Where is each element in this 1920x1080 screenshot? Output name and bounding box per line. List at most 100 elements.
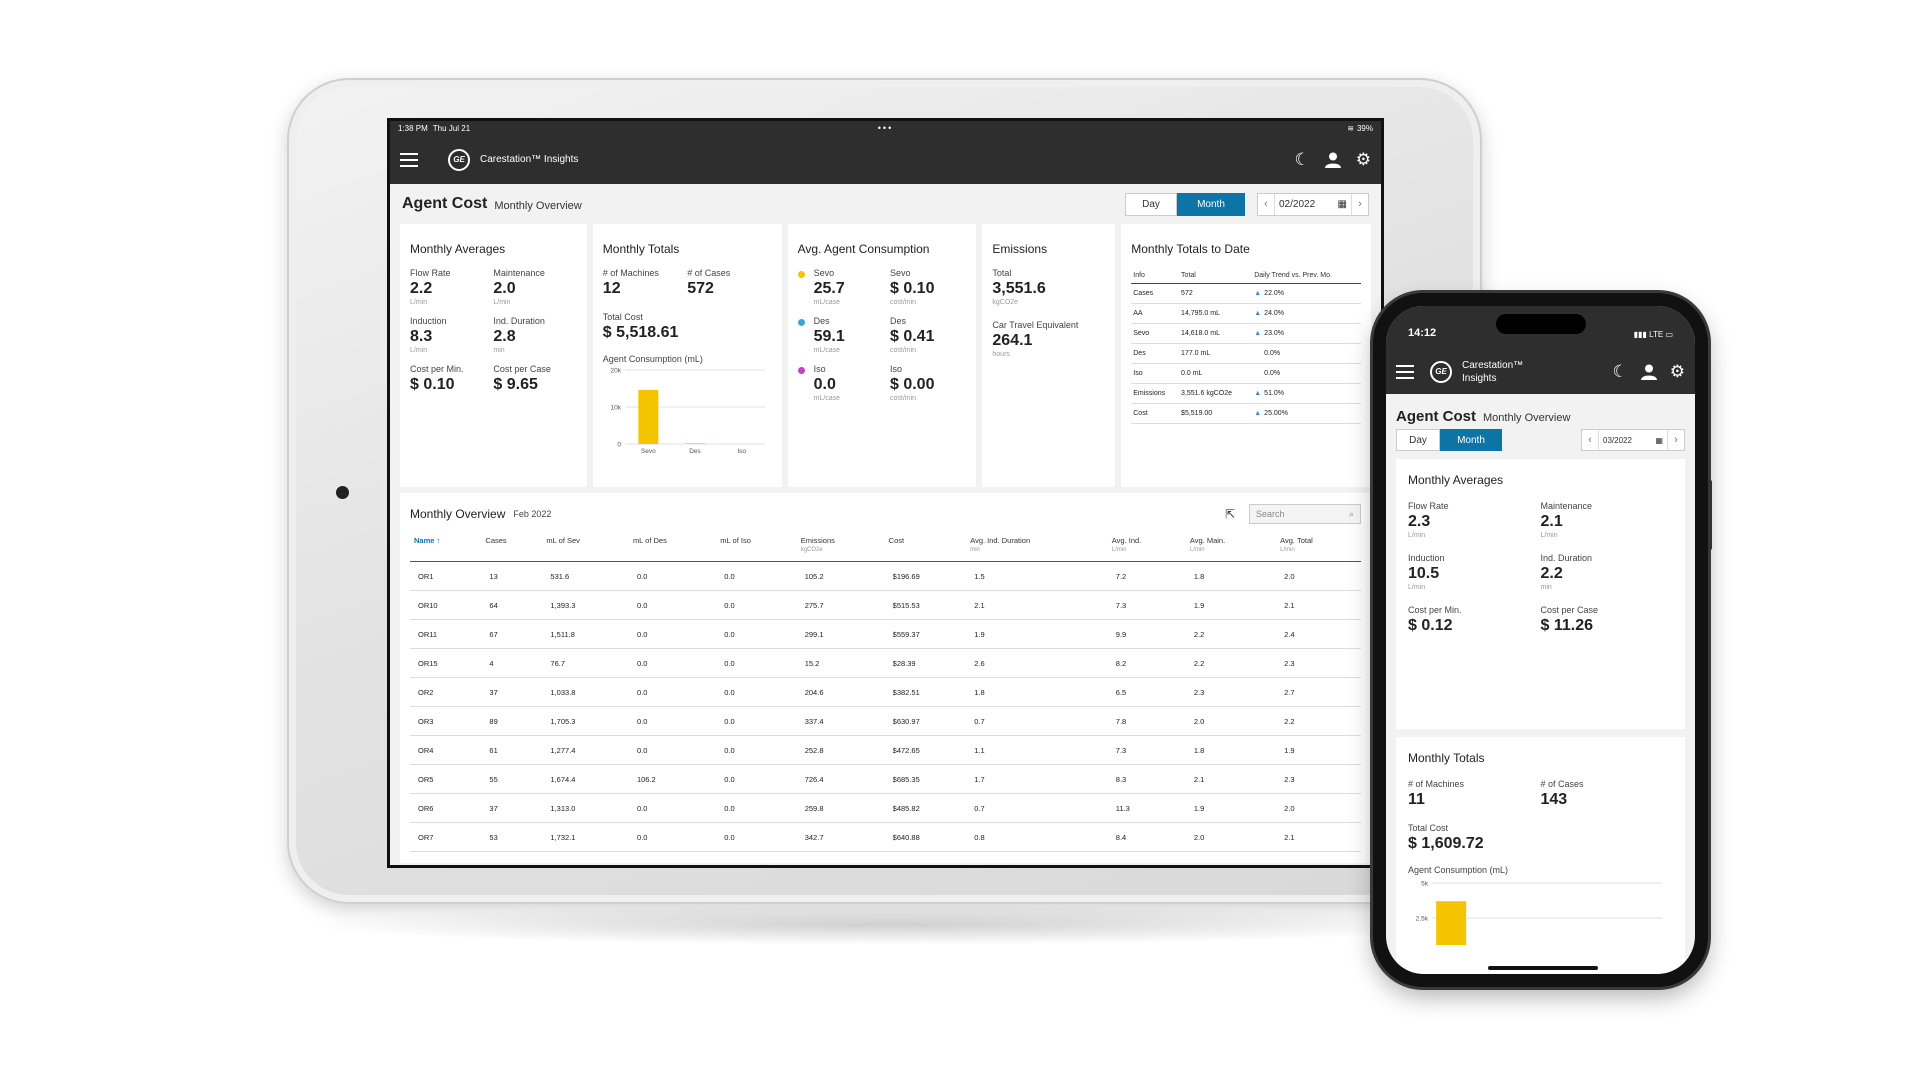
column-header[interactable]: Avg. Ind. L/min: [1107, 533, 1186, 562]
phone-date-field[interactable]: 03/2022 ▦: [1598, 430, 1668, 450]
hamburger-icon[interactable]: [400, 152, 418, 167]
phone-signal: ▮▮▮ LTE ▭: [1633, 330, 1673, 339]
column-header[interactable]: mL of Des: [628, 533, 717, 562]
day-button[interactable]: Day: [1125, 192, 1177, 216]
trend-value: 51.0%: [1264, 390, 1285, 397]
table-cell: 1,705.3: [542, 706, 629, 736]
table-row[interactable]: OR6 37 1,313.0 0.0 0.0 259.8 $485.82 0.7 11.3 1.9…: [410, 793, 1361, 823]
table-row[interactable]: OR15 4 76.7 0.0 0.0 15.2 $28.39 2.6 8.2 2.2 2.3: [410, 648, 1361, 678]
metric-label: Maintenance: [1540, 501, 1593, 511]
phone-page-subtitle: Monthly Overview: [1483, 412, 1571, 424]
metric-unit: L/min: [1408, 584, 1426, 591]
total-cell: 177.0 mL: [1179, 343, 1253, 364]
table-row[interactable]: OR5 55 1,674.4 106.2 0.0 726.4 $685.35 1.7 8.3 2.…: [410, 764, 1361, 794]
column-header[interactable]: Avg. Main. L/min: [1185, 533, 1277, 562]
metric-value: 8.3: [410, 328, 433, 345]
table-cell: 0.0: [628, 590, 717, 620]
export-icon[interactable]: ⇱: [1224, 507, 1235, 521]
table-row[interactable]: OR3 89 1,705.3 0.0 0.0 337.4 $630.97 0.7 7.8 2.0 2…: [410, 706, 1361, 736]
cases-label: # of Cases: [687, 268, 731, 278]
metric-unit: L/min: [410, 347, 428, 354]
trend-cell: ▲0.0%: [1252, 343, 1361, 364]
table-cell: 1.8: [1185, 735, 1277, 765]
trend-value: 0.0%: [1264, 370, 1281, 377]
column-header[interactable]: mL of Sev: [542, 533, 629, 562]
column-header[interactable]: Cases: [481, 533, 543, 562]
column-header[interactable]: Name ↑: [410, 533, 482, 562]
column-label: Name ↑: [414, 536, 441, 545]
column-header[interactable]: Avg. Total L/min: [1276, 533, 1361, 562]
agent-color-dot: [797, 319, 805, 326]
table-cell: 0.0: [716, 561, 797, 591]
table-row[interactable]: OR1 13 531.6 0.0 0.0 105.2 $196.69 1.5 7.2 1.8 2.0: [410, 561, 1361, 591]
chevron-left-icon[interactable]: ‹: [1588, 434, 1592, 446]
day-button[interactable]: Day: [1396, 429, 1440, 451]
table-cell: 259.8: [796, 793, 885, 823]
total-cost-value: $ 1,609.72: [1408, 835, 1484, 852]
column-label: mL of Iso: [720, 536, 751, 545]
table-cell: 2.6: [966, 648, 1108, 678]
column-header[interactable]: Cost: [884, 533, 967, 562]
column-label: Avg. Ind.: [1111, 536, 1142, 545]
search-icon[interactable]: ⌕: [1348, 508, 1354, 519]
chevron-right-icon[interactable]: ›: [1358, 198, 1362, 210]
table-cell: 1,033.8: [542, 677, 629, 707]
table-row[interactable]: OR4 61 1,277.4 0.0 0.0 252.8 $472.65 1.1 7.3 1.8 1…: [410, 735, 1361, 765]
table-cell: OR7: [410, 822, 482, 852]
monthly-overview-panel: Monthly Overview Feb 2022 ⇱ Search ⌕ Nam…: [400, 493, 1371, 863]
month-button[interactable]: Month: [1440, 429, 1502, 451]
table-cell: $28.39: [884, 648, 967, 678]
moon-icon[interactable]: ☾: [1612, 361, 1628, 381]
table-row[interactable]: OR7 53 1,732.1 0.0 0.0 342.7 $640.88 0.8 8.4 2.0 2…: [410, 822, 1361, 852]
phone-totals-card: Monthly Totals # of Machines 11 # of Cas…: [1396, 737, 1685, 974]
chevron-left-icon[interactable]: ‹: [1264, 198, 1268, 210]
metric-label: Cost per Min.: [410, 364, 464, 374]
hamburger-icon[interactable]: [1396, 364, 1414, 379]
search-input[interactable]: Search ⌕: [1249, 504, 1361, 524]
column-header[interactable]: Avg. Ind. Duration min: [966, 533, 1108, 562]
multitask-dots[interactable]: •••: [877, 123, 894, 133]
phone-side-button: [1708, 480, 1712, 550]
ipad-camera: [336, 486, 349, 499]
total-cell: 572: [1179, 283, 1253, 304]
phone-agent-consumption-chart: 2.5k 5k: [1416, 881, 1662, 953]
overview-period: Feb 2022: [513, 509, 552, 519]
table-cell: 342.7: [796, 822, 885, 852]
column-header[interactable]: mL of Iso: [716, 533, 797, 562]
date-field[interactable]: 02/2022 ▦: [1274, 193, 1352, 215]
home-indicator[interactable]: [1488, 966, 1598, 970]
table-cell: 1,277.4: [542, 735, 629, 765]
column-header[interactable]: Emissions kgCO2e: [796, 533, 885, 562]
chevron-right-icon[interactable]: ›: [1674, 434, 1678, 446]
moon-icon[interactable]: ☾: [1294, 150, 1310, 169]
app-name: Carestation™ Insights: [480, 154, 579, 165]
month-button[interactable]: Month: [1177, 192, 1245, 216]
info-cell: AA: [1131, 303, 1180, 324]
phone-notch: [1495, 314, 1586, 334]
table-row[interactable]: OR11 67 1,511.8 0.0 0.0 299.1 $559.37 1.9 9.9 2.2…: [410, 619, 1361, 649]
table-cell: 0.0: [716, 677, 797, 707]
gear-icon[interactable]: ⚙: [1669, 361, 1685, 381]
user-icon[interactable]: [1324, 151, 1342, 169]
table-cell: $559.37: [884, 619, 967, 649]
table-cell: 9.9: [1107, 619, 1186, 649]
column-label: Avg. Total: [1280, 536, 1313, 545]
table-cell: 2.2: [1185, 648, 1277, 678]
table-row[interactable]: OR2 37 1,033.8 0.0 0.0 204.6 $382.51 1.8 6.5 2.3 2…: [410, 677, 1361, 707]
table-cell: 299.1: [796, 619, 885, 649]
table-row[interactable]: OR10 64 1,393.3 0.0 0.0 275.7 $515.53 2.1 7.3 1.9…: [410, 590, 1361, 620]
metric-value: 2.8: [493, 328, 516, 345]
table-cell: 0.0: [628, 735, 717, 765]
user-icon[interactable]: [1640, 363, 1658, 381]
summary-cards: Monthly Averages Flow Rate 2.2 L/min Mainte…: [390, 224, 1381, 487]
table-cell: 8.2: [1107, 648, 1186, 678]
table-cell: 1.8: [1185, 561, 1277, 591]
gear-icon[interactable]: ⚙: [1355, 150, 1371, 169]
column-label: mL of Des: [632, 536, 667, 545]
ipad-status-bar: 1:38 PM Thu Jul 21 ••• ≋ 39%: [390, 121, 1381, 135]
agent-value: 59.1: [813, 328, 845, 345]
table-cell: 1.5: [966, 561, 1108, 591]
averages-grid: Flow Rate 2.2 L/min Maintenance 2.0 L/min Indu…: [410, 268, 577, 395]
phone-app-name: Carestation™ Insights: [1462, 359, 1524, 384]
table-cell: 0.0: [628, 706, 717, 736]
